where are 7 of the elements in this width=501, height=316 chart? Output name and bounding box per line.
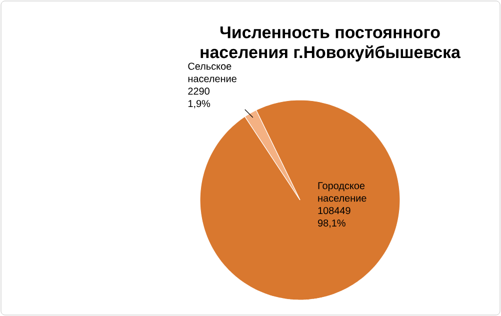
- slice-label: Городское население: [318, 182, 366, 202]
- text: 1,9%: [188, 100, 210, 108]
- text: 98,1%: [318, 220, 346, 228]
- slice-label: Сельское население: [188, 62, 236, 82]
- data-label: 2290: [188, 88, 210, 95]
- chart-title: Численность постоянного населения г.Новокуйбышевска: [200, 26, 461, 62]
- data-label: 108449: [318, 207, 350, 214]
